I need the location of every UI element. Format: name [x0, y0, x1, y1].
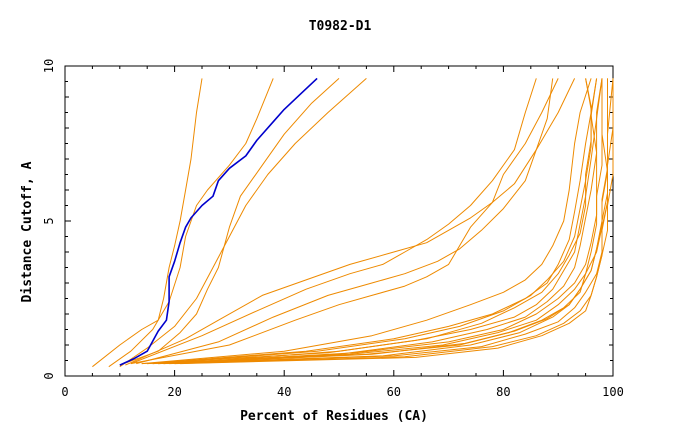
x-axis-label: Percent of Residues (CA) [240, 409, 428, 424]
y-tick-label: 0 [42, 372, 56, 379]
y-axis-label: Distance Cutoff, A [20, 161, 35, 302]
model-curve [141, 78, 592, 365]
series-lines [92, 77, 614, 368]
y-tick-label: 5 [42, 217, 56, 224]
model-curve [152, 78, 603, 365]
axis-ticks [64, 65, 614, 377]
model-curve [108, 78, 274, 368]
chart-title: T0982-D1 [309, 19, 372, 34]
model-curve [147, 78, 603, 365]
model-curve [163, 78, 608, 365]
y-tick-label: 10 [42, 59, 56, 73]
model-curve [174, 78, 592, 365]
model-curve [92, 78, 203, 368]
model-curve [125, 78, 554, 366]
x-tick-label: 60 [387, 385, 401, 399]
model-curve [174, 78, 614, 365]
model-curve [130, 78, 537, 365]
x-tick-label: 40 [277, 385, 291, 399]
model-curve [180, 78, 608, 365]
model-curve [119, 78, 340, 366]
x-tick-label: 100 [602, 385, 624, 399]
model-curve [147, 78, 598, 365]
model-curve [163, 78, 598, 365]
model-curve [119, 78, 367, 368]
model-curve [136, 78, 576, 365]
plot-frame [64, 65, 614, 377]
x-tick-label: 80 [496, 385, 510, 399]
highlight-model-curve [119, 77, 318, 366]
model-curve [152, 78, 592, 365]
x-tick-label: 20 [167, 385, 181, 399]
model-curve [158, 78, 614, 365]
model-curve [130, 78, 559, 365]
x-tick-label: 0 [61, 385, 68, 399]
tick-labels: 0 20 40 60 80 100 0 5 10 [42, 59, 624, 399]
